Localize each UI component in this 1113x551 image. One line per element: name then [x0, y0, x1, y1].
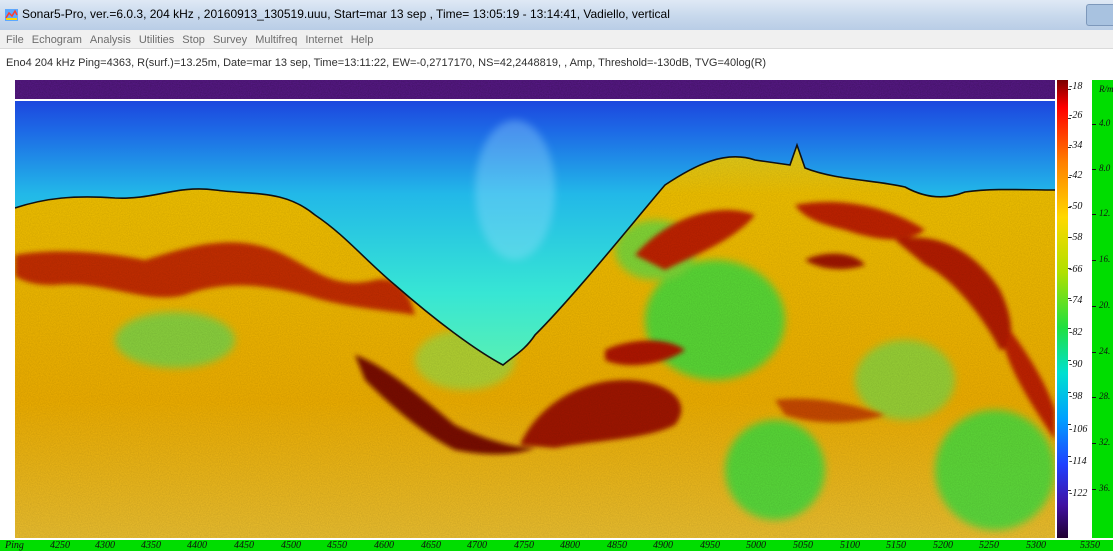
db-tick — [1068, 118, 1071, 119]
range-tick — [1092, 397, 1096, 398]
db-tick — [1068, 147, 1071, 148]
title-bar: Sonar5-Pro, ver.=6.0.3, 204 kHz , 201609… — [0, 0, 1113, 31]
menu-stop[interactable]: Stop — [182, 34, 205, 46]
range-label: 36. — [1099, 483, 1111, 493]
db-tick — [1068, 177, 1071, 178]
db-tick — [1068, 237, 1071, 238]
ping-label: 4850 — [607, 540, 627, 551]
range-label: 12. — [1099, 208, 1111, 218]
ping-label: 4650 — [421, 540, 441, 551]
ping-label: 5050 — [793, 540, 813, 551]
db-tick — [1068, 207, 1071, 208]
ping-label: 4250 — [50, 540, 70, 551]
ping-label: 4700 — [467, 540, 487, 551]
range-label: 4.0 — [1099, 118, 1111, 128]
window-title: Sonar5-Pro, ver.=6.0.3, 204 kHz , 201609… — [22, 7, 670, 21]
range-tick — [1092, 489, 1096, 490]
db-tick — [1068, 490, 1071, 491]
ping-info-bar: Eno4 204 kHz Ping=4363, R(surf.)=13.25m,… — [0, 49, 1113, 78]
range-axis-title: R/m — [1099, 84, 1113, 94]
ping-label: 5100 — [840, 540, 860, 551]
ping-axis — [0, 540, 1113, 551]
range-label: 28. — [1099, 391, 1111, 401]
db-tick — [1068, 392, 1071, 393]
range-label: 24. — [1099, 346, 1111, 356]
db-tick — [1068, 328, 1071, 329]
ping-label: 4950 — [700, 540, 720, 551]
db-tick — [1068, 424, 1071, 425]
db-label: -18 — [1069, 81, 1083, 92]
ping-label: 4750 — [514, 540, 534, 551]
ping-label: 4450 — [234, 540, 254, 551]
range-label: 16. — [1099, 254, 1111, 264]
menu-internet[interactable]: Internet — [305, 34, 343, 46]
menu-analysis[interactable]: Analysis — [89, 34, 131, 46]
ping-label: 5200 — [933, 540, 953, 551]
db-tick — [1068, 360, 1071, 361]
menu-survey[interactable]: Survey — [212, 34, 248, 46]
range-label: 32. — [1099, 437, 1111, 447]
db-label: -98 — [1069, 391, 1083, 402]
db-label: -66 — [1069, 264, 1083, 275]
range-tick — [1092, 352, 1096, 353]
menu-echogram[interactable]: Echogram — [31, 34, 82, 46]
range-tick — [1092, 306, 1096, 307]
ping-label: 4550 — [327, 540, 347, 551]
db-tick — [1068, 298, 1071, 299]
echogram-image — [15, 80, 1055, 538]
range-tick — [1092, 169, 1096, 170]
range-tick — [1092, 214, 1096, 215]
menu-file[interactable]: File — [6, 34, 24, 46]
range-tick — [1092, 443, 1096, 444]
db-label: -26 — [1069, 110, 1083, 121]
range-tick — [1092, 260, 1096, 261]
ping-label: 5000 — [746, 540, 766, 551]
echogram-view[interactable] — [15, 80, 1055, 538]
range-label: 20. — [1099, 300, 1111, 310]
color-scale-bar — [1057, 80, 1068, 538]
menu-utilities[interactable]: Utilities — [138, 34, 175, 46]
menu-multifreq[interactable]: Multifreq — [255, 34, 298, 46]
db-label: -74 — [1069, 295, 1083, 306]
db-tick — [1068, 89, 1071, 90]
db-label: -106 — [1069, 424, 1088, 435]
ping-label: 5350 — [1080, 540, 1100, 551]
menu-bar: File Echogram Analysis Utilities Stop Survey M… — [0, 30, 1113, 49]
ping-label: 4900 — [653, 540, 673, 551]
ping-info-text: Eno4 204 kHz Ping=4363, R(surf.)=13.25m,… — [6, 57, 767, 69]
ping-label: 4800 — [560, 540, 580, 551]
ping-label: 5300 — [1026, 540, 1046, 551]
sonar-app-icon — [5, 9, 18, 21]
range-label: 8.0 — [1099, 163, 1111, 173]
db-tick — [1068, 456, 1071, 457]
window-minimize-button[interactable] — [1086, 4, 1113, 26]
db-label: -34 — [1069, 140, 1083, 151]
ping-label: 4500 — [281, 540, 301, 551]
db-label: -90 — [1069, 359, 1083, 370]
db-label: -82 — [1069, 327, 1083, 338]
db-label: -50 — [1069, 201, 1083, 212]
range-axis — [1092, 80, 1113, 538]
ping-label: 5150 — [886, 540, 906, 551]
db-tick — [1068, 268, 1071, 269]
db-label: -114 — [1069, 456, 1087, 467]
ping-label: 4600 — [374, 540, 394, 551]
ping-label: 5250 — [979, 540, 999, 551]
ping-label: 4400 — [187, 540, 207, 551]
range-tick — [1092, 124, 1096, 125]
db-label: -58 — [1069, 232, 1083, 243]
db-label: -122 — [1069, 488, 1088, 499]
db-label: -42 — [1069, 170, 1083, 181]
ping-label: 4350 — [141, 540, 161, 551]
menu-help[interactable]: Help — [350, 34, 374, 46]
ping-axis-title: Ping — [5, 540, 24, 551]
ping-label: 4300 — [95, 540, 115, 551]
